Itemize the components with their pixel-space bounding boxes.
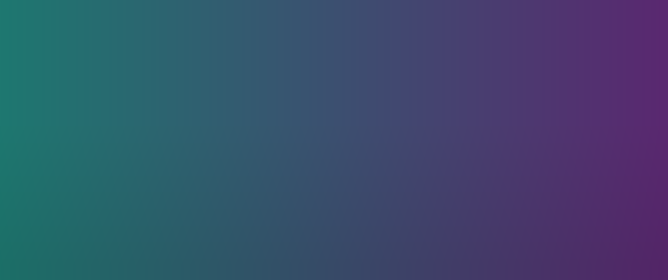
- Ellipse shape: [339, 0, 430, 229]
- Ellipse shape: [94, 0, 115, 229]
- Ellipse shape: [534, 0, 539, 229]
- Ellipse shape: [220, 0, 257, 229]
- Ellipse shape: [382, 0, 387, 229]
- Ellipse shape: [232, 0, 244, 229]
- Ellipse shape: [236, 0, 240, 229]
- Title: Difference of the LT inclination shifts: Difference of the LT inclination shifts: [214, 8, 482, 23]
- Ellipse shape: [228, 0, 249, 229]
- Y-axis label: (mas): (mas): [8, 110, 21, 146]
- Ellipse shape: [102, 0, 107, 229]
- X-axis label: $t\,\mathrm{(yr)}$: $t\,\mathrm{(yr)}$: [331, 254, 365, 272]
- Ellipse shape: [518, 0, 555, 229]
- Ellipse shape: [506, 0, 567, 229]
- Ellipse shape: [208, 0, 269, 229]
- Ellipse shape: [531, 0, 542, 229]
- Ellipse shape: [366, 0, 403, 229]
- Ellipse shape: [379, 0, 390, 229]
- Ellipse shape: [99, 0, 110, 229]
- Ellipse shape: [74, 0, 135, 229]
- Ellipse shape: [526, 0, 547, 229]
- Ellipse shape: [491, 0, 582, 229]
- Ellipse shape: [354, 0, 415, 229]
- Ellipse shape: [373, 0, 395, 229]
- Ellipse shape: [86, 0, 122, 229]
- Ellipse shape: [192, 0, 284, 229]
- Ellipse shape: [59, 0, 150, 229]
